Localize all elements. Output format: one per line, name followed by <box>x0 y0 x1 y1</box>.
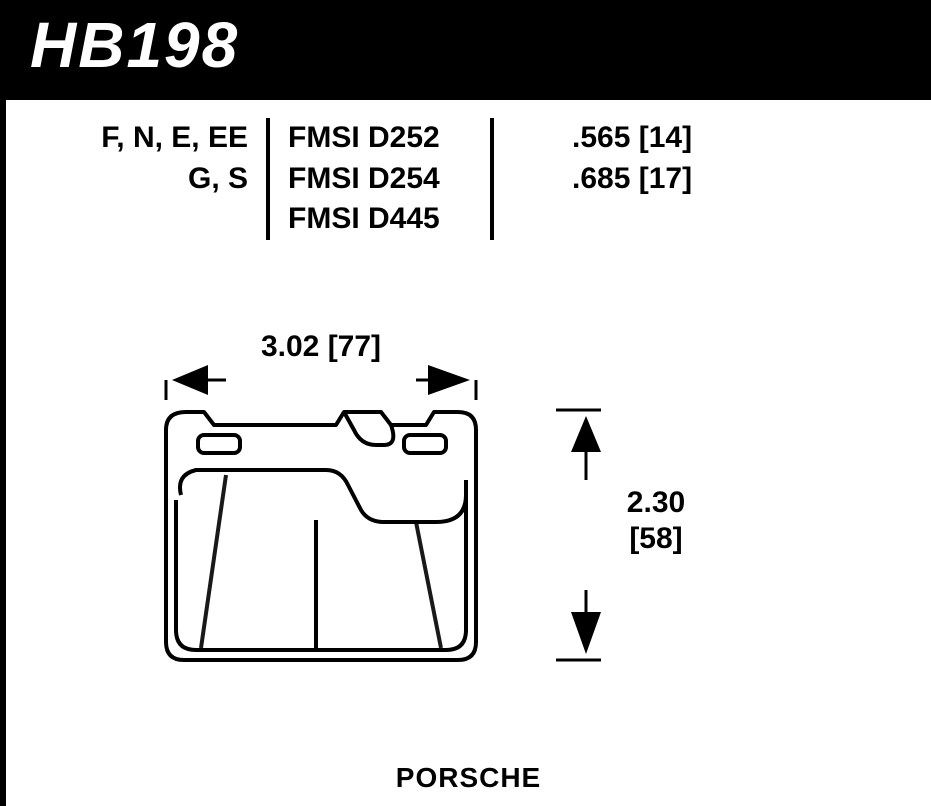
part-number: HB198 <box>30 9 239 81</box>
height-dim-label: 2.30 [58] <box>606 485 706 557</box>
width-dim-label: 3.02 [77] <box>216 330 426 364</box>
brand-text: PORSCHE <box>396 762 541 793</box>
pad-diagram-svg <box>126 330 826 730</box>
compounds-line-2: G, S <box>64 159 248 200</box>
height-in: 2.30 <box>606 485 706 521</box>
brake-pad-shape <box>166 410 476 660</box>
thickness-col: .565 [14] .685 [17] <box>554 118 754 199</box>
fmsi-0: FMSI D252 <box>288 118 472 159</box>
diagram-area: 3.02 [77] 2.30 [58] <box>126 330 826 730</box>
height-arrow <box>556 410 601 660</box>
thick-0: .565 [14] <box>572 118 736 159</box>
main-area: F, N, E, EE G, S FMSI D252 FMSI D254 FMS… <box>0 94 931 806</box>
compounds-line-1: F, N, E, EE <box>64 118 248 159</box>
header-bar: HB198 <box>0 0 931 94</box>
fmsi-2: FMSI D445 <box>288 199 472 240</box>
width-mm: [77] <box>328 330 381 363</box>
thick-1: .685 [17] <box>572 159 736 200</box>
fmsi-1: FMSI D254 <box>288 159 472 200</box>
brand-label: PORSCHE <box>6 762 931 794</box>
divider-2 <box>490 118 494 240</box>
width-arrow <box>166 380 476 400</box>
spec-row: F, N, E, EE G, S FMSI D252 FMSI D254 FMS… <box>6 100 931 240</box>
compounds-col: F, N, E, EE G, S <box>46 118 266 199</box>
fmsi-col: FMSI D252 FMSI D254 FMSI D445 <box>270 118 490 240</box>
height-mm: [58] <box>606 521 706 557</box>
width-in: 3.02 <box>261 330 319 363</box>
